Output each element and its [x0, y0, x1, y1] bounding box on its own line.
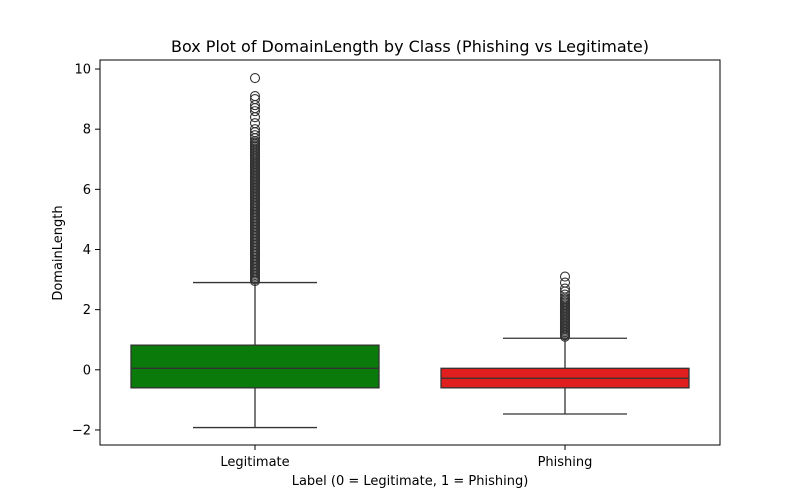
outlier-point	[249, 94, 261, 105]
x-tick-label: Phishing	[538, 455, 593, 470]
outlier-point	[559, 277, 571, 288]
outlier-point	[249, 91, 261, 102]
outlier-point	[249, 106, 261, 117]
y-tick-label: 6	[83, 183, 91, 198]
y-tick-label: −2	[72, 423, 91, 438]
iqr-box	[130, 344, 380, 389]
outlier-point	[249, 130, 261, 141]
outlier-point	[249, 72, 261, 84]
outlier-point	[249, 124, 261, 135]
x-tick-label: Legitimate	[220, 455, 289, 470]
chart-title: Box Plot of DomainLength by Class (Phish…	[171, 37, 649, 56]
y-tick-label: 2	[83, 303, 91, 318]
outlier-point	[559, 283, 571, 294]
outlier-point	[559, 289, 571, 300]
box-group-phishing	[440, 271, 690, 415]
outlier-point	[249, 118, 261, 129]
plot-area	[130, 72, 690, 429]
x-axis-label: Label (0 = Legitimate, 1 = Phishing)	[292, 474, 529, 489]
y-tick-label: 4	[83, 243, 91, 258]
outlier-point	[559, 271, 571, 282]
axes: −2 0 2 4 6 8 10 Legitimate Phishing	[72, 59, 721, 470]
y-axis-label: DomainLength	[51, 205, 66, 300]
y-tick-label: 10	[74, 63, 91, 78]
axes-frame	[99, 59, 721, 446]
y-tick-label: 0	[83, 363, 91, 378]
y-tick-label: 8	[83, 123, 91, 138]
box-group-legitimate	[130, 72, 380, 429]
